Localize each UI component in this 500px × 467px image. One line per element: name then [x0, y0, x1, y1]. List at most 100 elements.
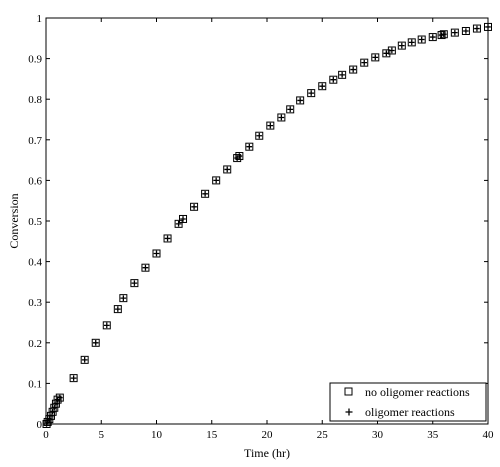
data-point-plus: [224, 166, 231, 173]
data-point-square: [201, 189, 210, 198]
y-tick-label: 0.3: [28, 297, 42, 309]
data-point-square: [190, 202, 199, 211]
data-point-plus: [319, 83, 326, 90]
data-point-square: [91, 338, 100, 347]
data-point-plus: [474, 25, 480, 32]
data-point-plus: [44, 419, 51, 425]
data-point-plus: [81, 357, 88, 363]
data-point-plus: [246, 143, 253, 150]
x-tick-label: 20: [262, 429, 274, 441]
data-point-square: [235, 152, 244, 161]
data-point-plus: [350, 66, 356, 73]
data-point-plus: [191, 203, 197, 210]
data-point-square: [55, 393, 64, 402]
x-tick-label: 5: [99, 429, 105, 441]
series-1: [43, 24, 491, 427]
y-tick-label: 0.5: [28, 216, 42, 228]
data-point-square: [397, 41, 406, 50]
data-point-plus: [297, 97, 303, 104]
data-point-plus: [308, 90, 314, 96]
data-point-square: [371, 53, 380, 62]
y-tick-label: 0.7: [28, 135, 42, 147]
data-point-square: [223, 165, 232, 174]
data-point-plus: [372, 54, 379, 61]
data-point-square: [329, 75, 338, 84]
data-point-square: [163, 234, 172, 243]
data-point-plus: [361, 59, 368, 66]
data-point-plus: [267, 122, 274, 129]
data-point-plus: [202, 190, 208, 197]
legend-label-oligomer: oligomer reactions: [365, 405, 455, 419]
legend-marker-square-icon: [344, 387, 353, 396]
data-point-plus: [399, 42, 405, 49]
y-tick-label: 0.9: [28, 54, 42, 66]
data-point-square: [179, 214, 188, 223]
x-tick-label: 40: [483, 429, 495, 441]
y-tick-label: 0.1: [28, 378, 42, 390]
data-point-square: [80, 355, 89, 364]
y-tick-label: 0: [37, 419, 43, 431]
x-tick-label: 0: [43, 429, 49, 441]
data-point-plus: [213, 177, 219, 184]
data-point-square: [437, 31, 446, 40]
data-point-plus: [463, 28, 469, 34]
data-point-plus: [153, 250, 160, 257]
series-0: [42, 22, 492, 428]
data-point-square: [174, 219, 183, 228]
data-point-plus: [131, 280, 138, 286]
data-point-square: [338, 70, 347, 79]
data-point-plus: [441, 31, 447, 38]
x-tick-label: 35: [427, 429, 439, 441]
data-point-square: [152, 249, 161, 258]
data-point-plus: [339, 72, 345, 78]
data-point-square: [360, 58, 369, 67]
data-point-square: [296, 96, 305, 105]
data-point-plus: [46, 416, 53, 422]
series-layer: [42, 22, 492, 428]
data-point-plus: [236, 153, 243, 159]
data-point-plus: [180, 216, 186, 222]
data-point-square: [387, 46, 396, 55]
data-point-plus: [57, 394, 63, 401]
data-point-square: [42, 420, 51, 428]
data-point-plus: [115, 306, 121, 312]
y-tick-label: 0.8: [28, 94, 42, 106]
data-point-square: [130, 279, 139, 288]
y-tick-label: 0.6: [28, 175, 42, 187]
x-axis-ticks: 0 5 10 15 20 25 30 35 40: [43, 18, 494, 441]
legend: no oligomer reactions oligomer reactions: [329, 382, 487, 422]
plot-frame: [45, 17, 489, 425]
x-axis-label: Time (hr): [244, 446, 290, 460]
data-point-square: [102, 321, 111, 330]
data-point-plus: [287, 106, 294, 113]
data-point-plus: [164, 235, 171, 242]
y-axis-ticks: 0 0.1 0.2 0.3 0.4 0.5 0.6 0.7 0.8 0.9 1: [28, 13, 488, 431]
data-point-plus: [53, 400, 59, 407]
data-point-plus: [278, 114, 285, 121]
data-point-plus: [256, 132, 263, 139]
data-point-square: [69, 374, 78, 383]
data-point-square: [484, 22, 492, 31]
data-point-plus: [429, 34, 436, 40]
data-point-plus: [92, 340, 99, 346]
data-point-plus: [51, 404, 58, 411]
data-point-plus: [452, 29, 458, 36]
data-point-square: [461, 26, 470, 35]
data-point-plus: [408, 39, 415, 46]
data-point-plus: [418, 36, 425, 43]
data-point-square: [450, 28, 459, 37]
data-point-plus: [103, 322, 110, 329]
data-point-square: [307, 89, 316, 98]
data-point-square: [233, 154, 242, 163]
data-point-plus: [383, 50, 390, 57]
legend-box: [329, 382, 487, 422]
data-point-plus: [485, 24, 491, 30]
data-point-square: [417, 35, 426, 44]
data-point-square: [382, 49, 391, 58]
data-point-plus: [175, 221, 182, 227]
data-point-square: [245, 142, 254, 151]
data-point-square: [212, 176, 221, 185]
data-point-square: [439, 30, 448, 39]
data-point-plus: [142, 264, 149, 271]
data-point-square: [286, 105, 295, 114]
